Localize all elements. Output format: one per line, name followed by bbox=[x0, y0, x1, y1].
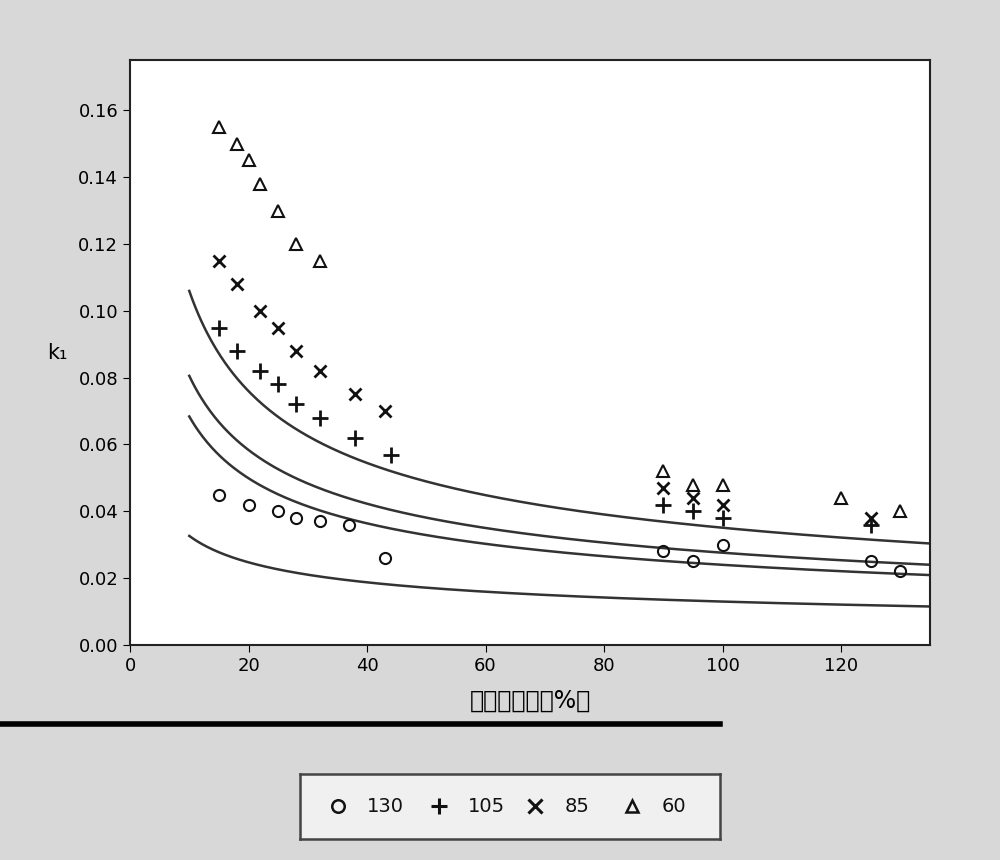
Text: 105: 105 bbox=[468, 796, 505, 816]
Y-axis label: k₁: k₁ bbox=[47, 342, 68, 363]
Text: 60: 60 bbox=[661, 796, 686, 816]
Text: 130: 130 bbox=[367, 796, 404, 816]
Text: 85: 85 bbox=[565, 796, 589, 816]
X-axis label: 表观含水率（%）: 表观含水率（%） bbox=[469, 689, 591, 713]
